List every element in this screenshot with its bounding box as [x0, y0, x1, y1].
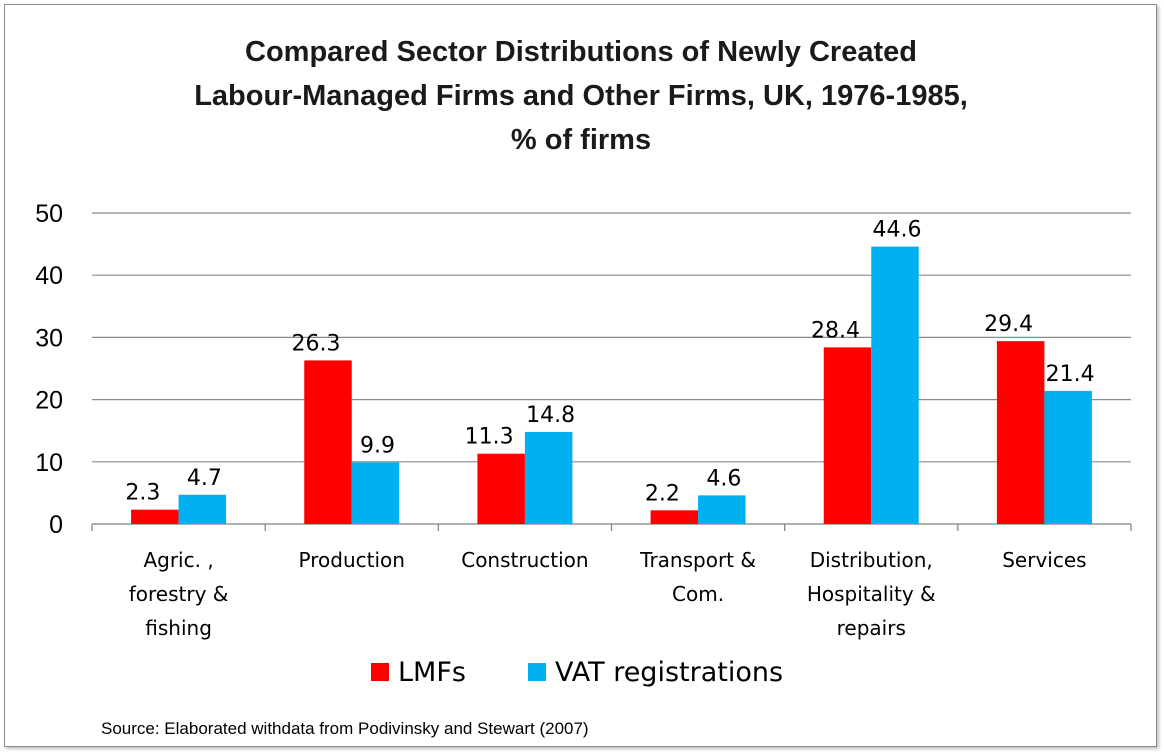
legend-label-lmfs: LMFs	[398, 657, 466, 688]
data-label: 26.3	[292, 331, 341, 356]
legend: LMFs VAT registrations	[371, 657, 783, 688]
bar-lmfs	[996, 341, 1045, 524]
x-category-label: Transport &	[639, 548, 756, 572]
legend-swatch-lmfs	[371, 663, 389, 681]
chart-frame: Compared Sector Distributions of Newly C…	[4, 4, 1157, 747]
bar-vat-registrations	[871, 246, 919, 524]
data-label: 4.6	[706, 466, 741, 491]
x-axis-categories: Agric. , forestry & fishing Production Const…	[91, 524, 1132, 640]
x-category-label: Agric. ,	[143, 548, 213, 572]
y-tick-label: 20	[35, 387, 63, 415]
bar-vat-registrations	[698, 495, 746, 524]
x-category-label: forestry &	[129, 582, 229, 606]
data-label: 28.4	[811, 318, 860, 343]
bar-chart: Compared Sector Distributions of Newly C…	[35, 36, 1132, 738]
legend-swatch-vat-registrations	[528, 663, 546, 681]
x-category-label: repairs	[837, 616, 906, 640]
chart-title-line-1: Compared Sector Distributions of Newly C…	[245, 36, 917, 68]
gridlines	[92, 212, 1131, 525]
bar-vat-registrations	[351, 462, 400, 524]
source-note: Source: Elaborated withdata from Podivin…	[101, 719, 589, 738]
data-label: 14.8	[526, 403, 575, 428]
bar-lmfs	[131, 509, 179, 524]
bars	[131, 246, 1092, 524]
y-tick-label: 0	[49, 511, 63, 539]
data-label: 2.3	[125, 481, 160, 506]
bar-lmfs	[823, 347, 872, 524]
x-category-label: Com.	[672, 582, 724, 606]
legend-label-vat-registrations: VAT registrations	[555, 657, 783, 688]
data-label: 2.2	[645, 481, 680, 506]
bar-lmfs	[304, 360, 352, 524]
data-label: 44.6	[873, 218, 922, 243]
y-tick-label: 50	[35, 200, 63, 228]
x-category-label: Hospitality &	[807, 582, 936, 606]
y-tick-label: 30	[35, 324, 63, 352]
chart-title-line-3: % of firms	[511, 124, 651, 156]
y-axis-ticks: 0 10 20 30 40 50	[35, 200, 63, 539]
data-label: 9.9	[360, 433, 395, 458]
x-category-label: Construction	[461, 548, 588, 572]
data-label: 4.7	[187, 466, 222, 491]
bar-lmfs	[650, 510, 699, 524]
x-category-label: Production	[299, 548, 405, 572]
y-tick-label: 40	[35, 262, 63, 290]
chart-title: Compared Sector Distributions of Newly C…	[194, 36, 968, 156]
y-tick-label: 10	[35, 449, 63, 477]
bar-vat-registrations	[178, 494, 227, 524]
x-category-label: Services	[1002, 548, 1086, 572]
bar-lmfs	[477, 453, 525, 524]
x-category-label: fishing	[145, 616, 212, 640]
bar-vat-registrations	[524, 431, 573, 524]
chart-title-line-2: Labour-Managed Firms and Other Firms, UK…	[194, 80, 968, 112]
x-category-label: Distribution,	[810, 548, 933, 572]
data-label: 11.3	[465, 425, 514, 450]
data-label: 21.4	[1046, 362, 1095, 387]
bar-vat-registrations	[1044, 390, 1092, 524]
data-labels: 2.3 4.7 26.3 9.9 11.3 14.8 2.2 4.6 28.4 44.6 29.4 2…	[125, 218, 1094, 507]
data-label: 29.4	[984, 312, 1033, 337]
